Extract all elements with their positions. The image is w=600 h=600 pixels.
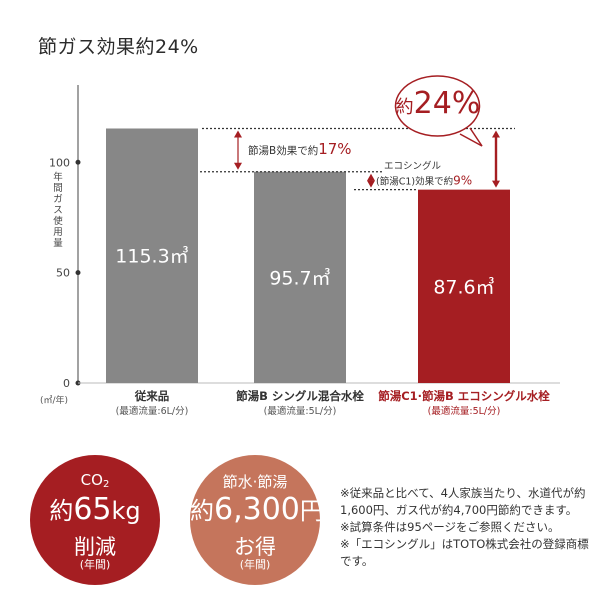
bar: [254, 171, 346, 383]
y-axis-label-char: 使: [53, 215, 63, 227]
y-axis-label-char: 年: [53, 171, 63, 183]
page-title: 節ガス効果約24%: [38, 36, 199, 58]
savings-unit: 円: [299, 497, 324, 525]
savings-amount: 6,300: [214, 492, 300, 527]
co2-amount: 65: [73, 492, 112, 527]
callout-value: 24%: [413, 86, 481, 121]
savings-period: (年間): [239, 558, 271, 571]
arrow-b-effect-head-down: [234, 162, 242, 170]
y-axis-label-char: 量: [53, 238, 63, 249]
y-unit-label: (㎥/年): [40, 394, 68, 406]
callout-bubble: [394, 75, 483, 147]
footnote: ※試算条件は95ページをご参照ください。: [340, 520, 560, 534]
category-sublabel: (最適流量:6L/分): [116, 405, 189, 417]
eco-name-annotation: エコシングル: [384, 160, 442, 172]
b-effect-annotation: 節湯B効果で約17%: [248, 140, 352, 158]
category-sublabel: (最適流量:5L/分): [428, 405, 501, 417]
footnotes: ※従来品と比べて、4人家族当たり、水道代が約1,600円、ガス代が約4,700円…: [340, 485, 590, 570]
category-label: 節湯C1·節湯B エコシングル水栓: [377, 389, 550, 403]
co2-reduction-badge: CO2 約65kg 削減 (年間): [30, 455, 160, 585]
y-tick-label: 50: [56, 267, 70, 280]
bar: [418, 189, 510, 383]
y-axis-label-char: 用: [53, 227, 63, 238]
savings-badge: 節水·節湯 約6,300円 お得 (年間): [190, 455, 324, 585]
y-tick-label: 100: [49, 156, 70, 169]
category-label: 従来品: [134, 389, 170, 403]
co2-label: CO: [80, 471, 103, 489]
arrow-eco-effect-head-down: [367, 180, 375, 188]
y-tick-dot: [75, 159, 81, 165]
category-label: 節湯B シングル混合水栓: [235, 389, 364, 403]
bar-value-label: 95.7㎥: [269, 267, 330, 289]
y-tick-label: 0: [63, 377, 70, 390]
y-axis-label-char: ス: [53, 205, 63, 216]
co2-reduction-label: 削減: [74, 535, 116, 559]
arrow-total-head-down: [492, 180, 500, 188]
co2-period: (年間): [79, 558, 111, 571]
savings-prefix: 約: [190, 497, 214, 525]
co2-subscript: 2: [102, 479, 110, 490]
reduction-callout: 約24%: [390, 72, 486, 148]
category-sublabel: (最適流量:5L/分): [264, 405, 337, 417]
y-axis-label-char: 間: [53, 183, 63, 194]
bar-value-label: 87.6㎥: [433, 276, 494, 298]
arrow-eco-effect-head-up: [367, 173, 375, 181]
bar-value-label: 115.3㎥: [115, 246, 188, 268]
arrow-b-effect-head-up: [234, 130, 242, 138]
bar: [106, 128, 198, 383]
savings-label: 節水·節湯: [222, 473, 288, 491]
footnote: ※「エコシングル」はTOTO株式会社の登録商標です。: [340, 537, 589, 568]
callout-prefix: 約: [395, 97, 414, 118]
y-axis-label-char: ガ: [53, 194, 63, 205]
footnote: ※従来品と比べて、4人家族当たり、水道代が約1,600円、ガス代が約4,700円…: [340, 486, 586, 517]
co2-prefix: 約: [49, 497, 74, 525]
arrow-total-head-up: [492, 130, 500, 138]
co2-unit: kg: [111, 497, 141, 525]
eco-effect-annotation: (節湯C1)効果で約9%: [376, 174, 472, 188]
savings-benefit-label: お得: [234, 535, 276, 559]
y-tick-dot: [75, 270, 81, 276]
